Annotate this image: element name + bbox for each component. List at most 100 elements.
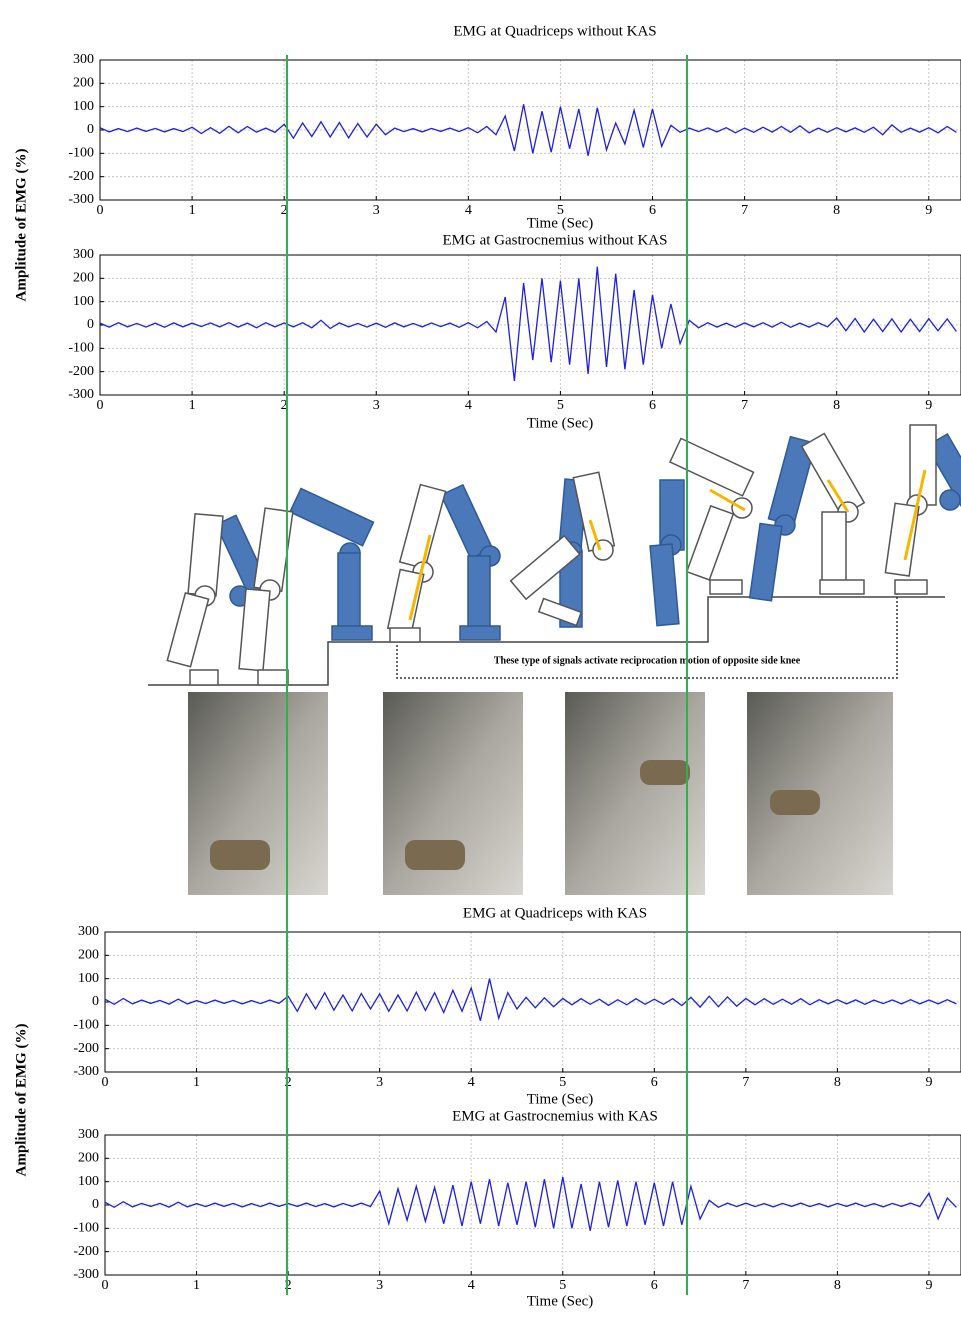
y-tick-label: -100 <box>68 146 94 161</box>
chart-title: EMG at Quadriceps without KAS <box>453 23 656 39</box>
x-tick-label: 7 <box>742 1278 749 1293</box>
y-tick-label: 100 <box>73 99 94 114</box>
leg-pose <box>238 487 375 686</box>
x-tick-label: 5 <box>557 203 564 218</box>
x-tick-label: 0 <box>97 398 104 413</box>
x-tick-label: 1 <box>193 1278 200 1293</box>
x-tick-label: 9 <box>925 203 932 218</box>
x-tick-label: 0 <box>102 1278 109 1293</box>
x-tick-label: 9 <box>925 1278 932 1293</box>
x-tick-label: 8 <box>834 1075 841 1090</box>
shoe <box>770 790 820 815</box>
x-tick-label: 9 <box>925 1075 932 1090</box>
y-tick-label: -300 <box>68 192 94 207</box>
diagram-note: These type of signals activate reciproca… <box>494 655 801 666</box>
y-tick-label: -100 <box>73 1221 99 1236</box>
photo <box>565 692 705 895</box>
y-tick-label: 300 <box>78 924 99 939</box>
y-tick-label: 200 <box>73 76 94 91</box>
x-tick-label: 3 <box>373 203 380 218</box>
y-tick-label: 200 <box>78 948 99 963</box>
y-tick-label: 300 <box>73 52 94 67</box>
y-tick-label: -100 <box>73 1018 99 1033</box>
y-tick-label: 200 <box>78 1151 99 1166</box>
y-tick-label: 100 <box>78 1174 99 1189</box>
y-tick-label: -200 <box>73 1041 99 1056</box>
photo <box>747 692 893 895</box>
x-tick-label: 7 <box>742 1075 749 1090</box>
x-tick-label: 2 <box>285 1278 292 1293</box>
charts: EMG at Quadriceps without KAS Time (Sec) A… <box>13 23 961 1309</box>
x-tick-label: 2 <box>285 1075 292 1090</box>
y-axis-label: Amplitude of EMG (%) <box>13 149 29 302</box>
y-tick-label: -300 <box>68 387 94 402</box>
y-tick-label: -200 <box>68 364 94 379</box>
plot-frame <box>104 1134 961 1276</box>
plot-frame <box>99 59 961 201</box>
x-tick-label: 3 <box>373 398 380 413</box>
leg-pose <box>748 432 866 602</box>
x-axis-label: Time (Sec) <box>527 215 594 231</box>
emg-signal <box>104 978 957 1021</box>
x-tick-label: 6 <box>649 203 656 218</box>
x-tick-label: 5 <box>557 398 564 413</box>
y-tick-label: 300 <box>78 1127 99 1142</box>
x-tick-label: 4 <box>468 1075 475 1090</box>
chart-title: EMG at Gastrocnemius with KAS <box>452 1108 658 1124</box>
y-tick-label: 0 <box>92 1197 99 1212</box>
chart-title: EMG at Gastrocnemius without KAS <box>443 232 668 248</box>
photos <box>188 692 893 895</box>
x-tick-label: 8 <box>833 203 840 218</box>
plot-frame <box>99 254 961 396</box>
emg-signal <box>99 104 957 156</box>
x-tick-label: 6 <box>649 398 656 413</box>
chart-title: EMG at Quadriceps with KAS <box>463 905 647 921</box>
y-axis-label: Amplitude of EMG (%) <box>13 1024 29 1177</box>
emg-signal <box>99 266 957 382</box>
shoe <box>405 840 465 870</box>
emg-signal <box>104 1176 957 1231</box>
leg-pose <box>386 483 501 643</box>
shoe <box>210 840 270 870</box>
x-tick-label: 4 <box>465 398 472 413</box>
x-tick-label: 8 <box>833 398 840 413</box>
staircase <box>148 596 945 686</box>
y-tick-label: 0 <box>87 317 94 332</box>
y-tick-label: -100 <box>68 341 94 356</box>
x-tick-label: 8 <box>834 1278 841 1293</box>
x-axis-label: Time (Sec) <box>527 1091 594 1107</box>
x-tick-label: 6 <box>651 1075 658 1090</box>
x-tick-label: 1 <box>189 203 196 218</box>
x-tick-label: 2 <box>281 203 288 218</box>
x-tick-label: 4 <box>468 1278 475 1293</box>
x-tick-label: 5 <box>559 1278 566 1293</box>
x-tick-label: 2 <box>281 398 288 413</box>
leg-pose <box>649 437 755 627</box>
leg-pose <box>884 424 961 595</box>
x-tick-label: 3 <box>376 1278 383 1293</box>
x-tick-label: 0 <box>102 1075 109 1090</box>
y-tick-label: 0 <box>92 994 99 1009</box>
leg-pose <box>509 471 616 628</box>
x-tick-label: 7 <box>741 398 748 413</box>
x-tick-label: 4 <box>465 203 472 218</box>
y-tick-label: -300 <box>73 1064 99 1079</box>
y-tick-label: 100 <box>73 294 94 309</box>
x-tick-label: 9 <box>925 398 932 413</box>
x-tick-label: 7 <box>741 203 748 218</box>
y-tick-label: -200 <box>73 1244 99 1259</box>
y-tick-label: 0 <box>87 122 94 137</box>
x-tick-label: 1 <box>193 1075 200 1090</box>
gait-diagram: These type of signals activate reciproca… <box>148 424 961 686</box>
x-tick-label: 6 <box>651 1278 658 1293</box>
shoe <box>640 760 690 785</box>
bracket <box>396 590 898 679</box>
x-tick-label: 1 <box>189 398 196 413</box>
x-tick-label: 3 <box>376 1075 383 1090</box>
y-tick-label: 100 <box>78 971 99 986</box>
y-tick-label: 300 <box>73 247 94 262</box>
y-tick-label: -300 <box>73 1267 99 1282</box>
x-axis-label: Time (Sec) <box>527 415 594 431</box>
